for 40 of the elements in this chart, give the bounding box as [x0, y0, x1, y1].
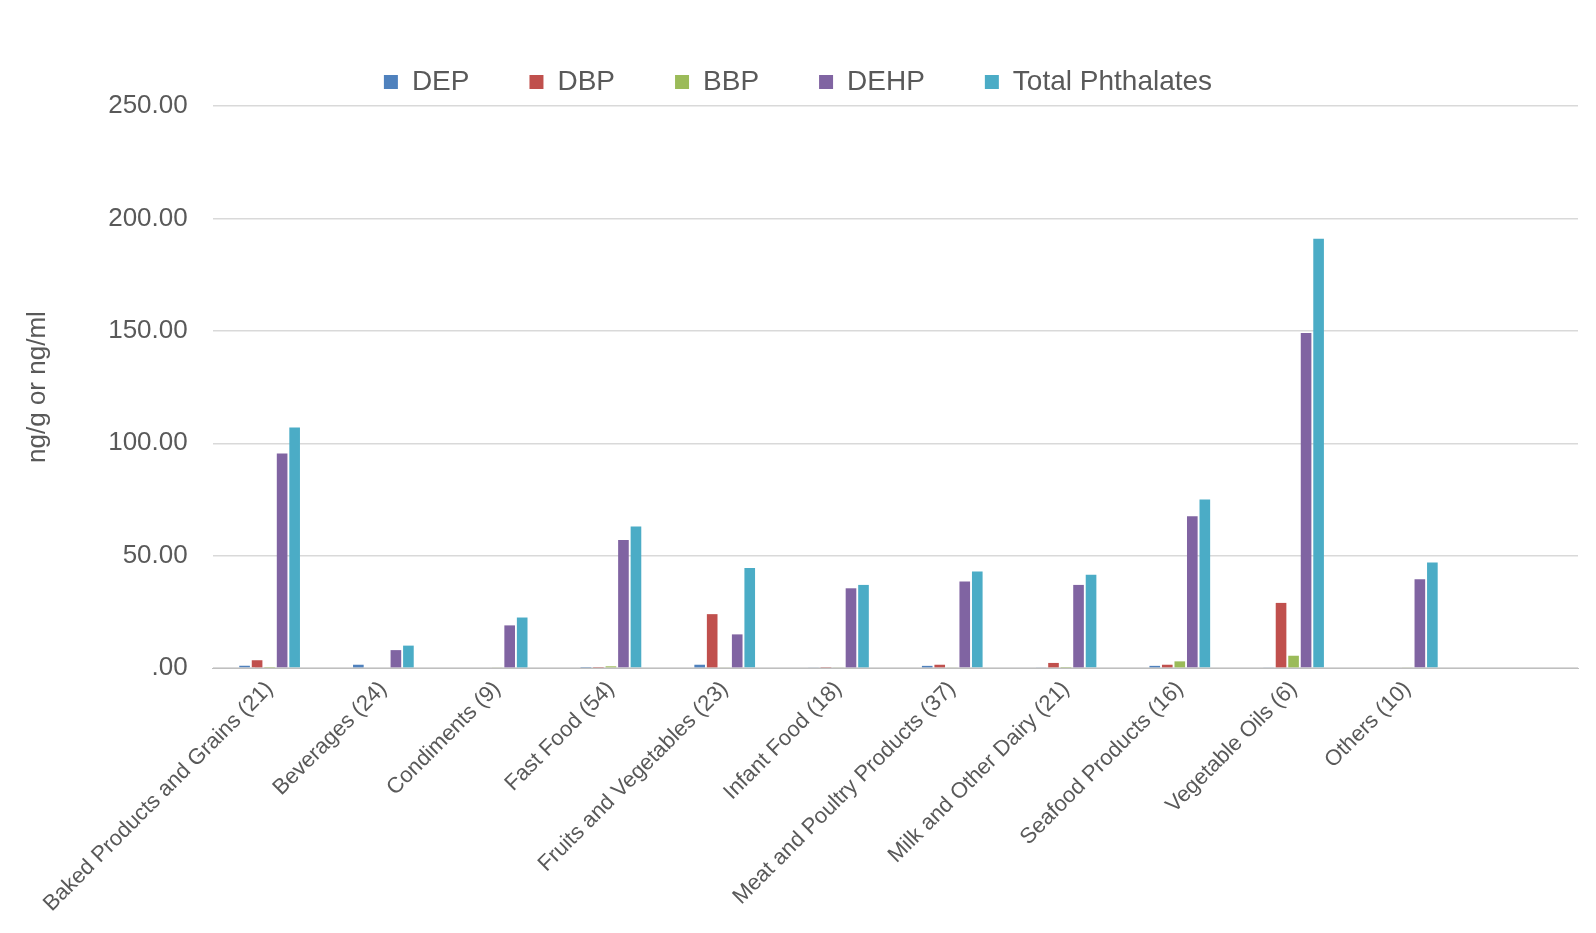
legend-label: DEP	[411, 64, 470, 96]
bar	[1427, 562, 1438, 668]
legend-label: DEHP	[847, 64, 925, 96]
bar	[390, 650, 402, 668]
legend-label: Total Phthalates	[1012, 64, 1213, 96]
y-tick-label: 150.00	[108, 314, 188, 345]
bar	[971, 571, 983, 668]
bar	[1414, 579, 1426, 668]
y-tick-label: 50.00	[122, 538, 188, 569]
bar	[1300, 333, 1312, 668]
bar	[1199, 499, 1211, 668]
bar	[706, 614, 718, 668]
bar	[1073, 584, 1084, 668]
bar	[276, 453, 288, 668]
y-tick-label: 100.00	[108, 426, 188, 457]
bar	[1048, 662, 1059, 668]
y-axis-title: ng/g or ng/ml	[20, 311, 51, 463]
bar	[744, 568, 756, 668]
bar	[630, 526, 642, 668]
legend-label: BBP	[703, 64, 760, 96]
bar	[516, 617, 528, 668]
bar	[251, 660, 263, 668]
y-tick-label: .00	[151, 651, 188, 682]
bar	[845, 588, 857, 668]
bar	[403, 645, 414, 668]
bar	[504, 625, 515, 668]
bar	[289, 427, 300, 668]
bar	[618, 539, 629, 668]
legend-label: DBP	[557, 64, 616, 96]
bar	[1174, 661, 1186, 668]
bar	[1313, 238, 1324, 668]
y-tick-label: 200.00	[108, 201, 188, 232]
bar	[959, 581, 971, 668]
bar	[1288, 655, 1299, 668]
y-tick-label: 250.00	[108, 89, 188, 120]
bar	[731, 634, 743, 668]
bar	[858, 584, 869, 668]
bar	[1275, 602, 1287, 668]
bar	[1085, 574, 1097, 668]
bar	[1186, 516, 1198, 668]
